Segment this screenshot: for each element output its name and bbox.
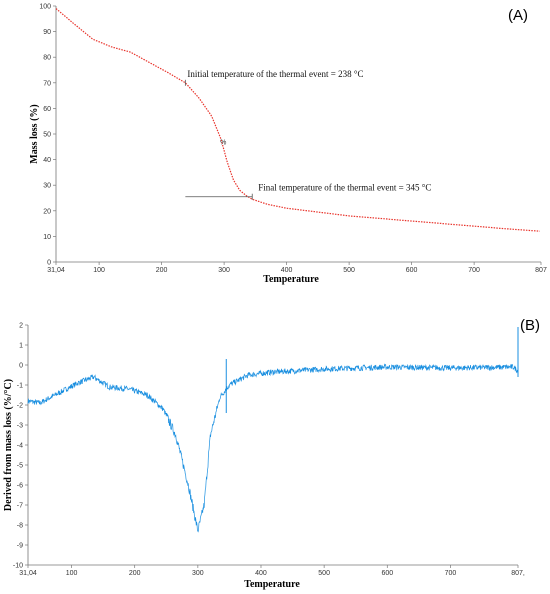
x-axis-title-a: Temperature — [263, 274, 319, 285]
mass-loss-line — [55, 8, 540, 232]
x-axis-title-b: Temperature — [244, 579, 300, 590]
series-b — [27, 327, 519, 533]
x-tick-label: 200 — [129, 570, 141, 577]
y-tick-label: 0 — [19, 363, 23, 370]
x-tick-label: 807, — [511, 570, 525, 577]
y-tick-label: -5 — [17, 463, 23, 470]
y-tick-label: 40 — [43, 157, 51, 164]
x-tick-label: 31,04 — [19, 570, 37, 577]
chart-panel-b: 31,04 100 200 300 400 500 600 700 807,-10-9-8-7-… — [3, 317, 540, 590]
y-tick-label: 10 — [43, 234, 51, 241]
y-tick-label: -3 — [17, 423, 23, 430]
y-tick-label: 2 — [19, 323, 23, 330]
y-tick-label: -7 — [17, 503, 23, 510]
annotation-initial-temp: Initial temperature of the thermal event… — [187, 69, 363, 79]
x-tick-label: 400 — [281, 267, 293, 274]
axes-a: 31,04 100 200 300 400 500 600 700 80701020304050… — [39, 4, 547, 275]
derivative-line — [27, 363, 519, 533]
y-tick-label: -2 — [17, 403, 23, 410]
x-tick-label: 400 — [255, 570, 267, 577]
y-tick-label: -1 — [17, 383, 23, 390]
y-tick-label: -8 — [17, 523, 23, 530]
x-tick-label: 31,04 — [47, 267, 65, 274]
annotations-a: Initial temperature of the thermal event… — [184, 69, 431, 200]
x-tick-label: 200 — [156, 267, 168, 274]
y-tick-label: 30 — [43, 183, 51, 190]
y-tick-label: -10 — [13, 563, 23, 570]
y-tick-label: -6 — [17, 483, 23, 490]
x-tick-label: 600 — [406, 267, 418, 274]
x-tick-label: 700 — [445, 570, 457, 577]
y-tick-label: 1 — [19, 343, 23, 350]
y-tick-label: 20 — [43, 208, 51, 215]
y-tick-label: 90 — [43, 29, 51, 36]
x-tick-label: 100 — [66, 570, 78, 577]
y-tick-label: 80 — [43, 55, 51, 62]
x-tick-label: 500 — [318, 570, 330, 577]
x-tick-label: 700 — [468, 267, 480, 274]
x-tick-label: 500 — [343, 267, 355, 274]
plot-area-b — [28, 325, 518, 565]
panel-label-a: (A) — [508, 7, 528, 24]
series-a — [55, 8, 540, 232]
panel-label-b: (B) — [520, 317, 540, 334]
y-axis-title-b: Derived from mass loss (%/°C) — [3, 379, 14, 511]
chart-panel-a: 31,04 100 200 300 400 500 600 700 80701020304050… — [29, 4, 547, 286]
x-tick-label: 600 — [381, 570, 393, 577]
y-tick-label: -9 — [17, 543, 23, 550]
y-tick-label: 60 — [43, 106, 51, 113]
y-tick-label: 0 — [47, 260, 51, 267]
x-tick-label: 807 — [535, 267, 547, 274]
annotation-percent-mark: % — [220, 140, 226, 147]
annotation-final-temp: Final temperature of the thermal event =… — [258, 183, 431, 193]
x-tick-label: 300 — [192, 570, 204, 577]
y-axis-title-a: Mass loss (%) — [29, 104, 40, 163]
plot-area-a — [56, 6, 541, 262]
y-tick-label: 100 — [39, 4, 51, 11]
axes-b: 31,04 100 200 300 400 500 600 700 807,-10-9-8-7-… — [13, 323, 525, 578]
y-tick-label: 50 — [43, 132, 51, 139]
y-tick-label: 70 — [43, 80, 51, 87]
x-tick-label: 100 — [93, 267, 105, 274]
x-tick-label: 300 — [218, 267, 230, 274]
y-tick-label: -4 — [17, 443, 23, 450]
